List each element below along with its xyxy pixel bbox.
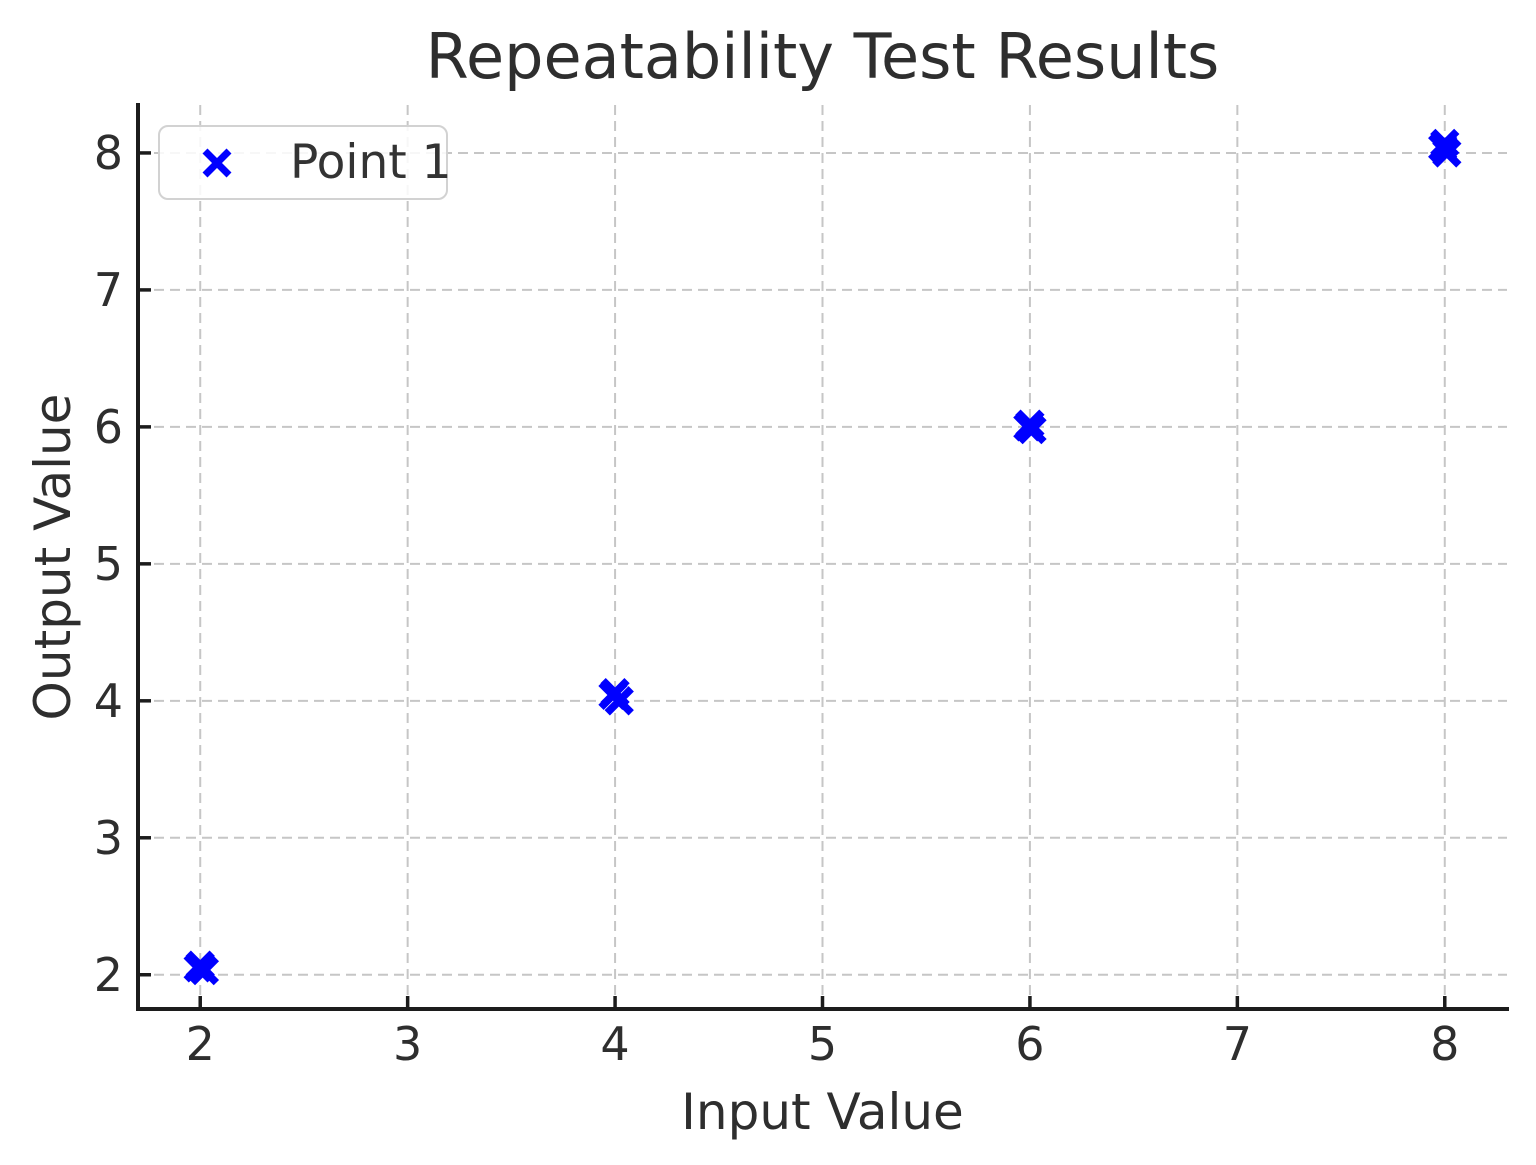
scatter-point bbox=[1428, 132, 1458, 163]
x-tick-label: 2 bbox=[186, 1017, 215, 1071]
y-tick-label: 3 bbox=[94, 811, 123, 865]
y-tick-label: 8 bbox=[94, 126, 123, 180]
y-tick-label: 5 bbox=[94, 537, 123, 591]
x-tick-label: 7 bbox=[1223, 1017, 1252, 1071]
scatter-point bbox=[183, 953, 213, 983]
scatter-point bbox=[1013, 412, 1043, 442]
y-tick-label: 7 bbox=[94, 263, 123, 317]
x-tick-label: 5 bbox=[808, 1017, 837, 1071]
y-tick-label: 2 bbox=[94, 948, 123, 1002]
x-tick-label: 6 bbox=[1015, 1017, 1044, 1071]
x-axis-label: Input Value bbox=[681, 1083, 964, 1141]
y-tick-label: 4 bbox=[94, 674, 123, 728]
x-marker-icon bbox=[202, 148, 232, 177]
y-tick-label: 6 bbox=[94, 400, 123, 454]
chart-title: Repeatability Test Results bbox=[425, 20, 1220, 93]
x-tick-label: 4 bbox=[600, 1017, 629, 1071]
y-axis-label: Output Value bbox=[24, 393, 82, 721]
legend: Point 1 bbox=[158, 125, 452, 200]
legend-label: Point 1 bbox=[290, 135, 452, 190]
scatter-point bbox=[598, 680, 628, 710]
x-tick-label: 3 bbox=[393, 1017, 422, 1071]
x-tick-label: 8 bbox=[1430, 1017, 1459, 1071]
